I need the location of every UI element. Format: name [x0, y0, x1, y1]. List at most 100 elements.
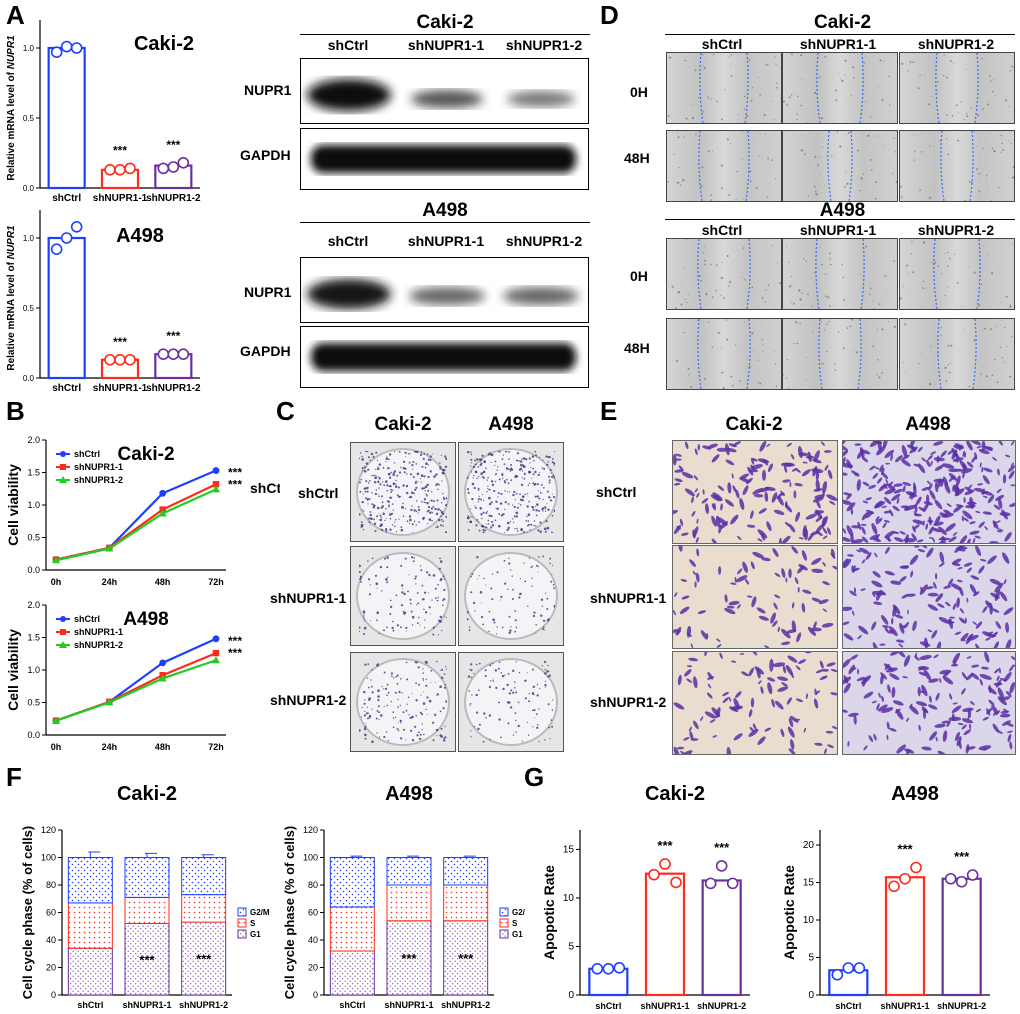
panel-f-stacked-charts: 0 20 40 60 80 100 120 shCtrl shNUPR1-1 *** shNUPR1…: [20, 783, 525, 1010]
wound-image: [899, 130, 1015, 202]
blot-row-gapdh-caki2: GAPDH: [240, 147, 291, 163]
x-tick-label: 72h: [208, 742, 224, 752]
data-point: [177, 157, 190, 169]
data-point: [842, 962, 855, 974]
bar-shNUPR1-1: [644, 872, 686, 997]
y-axis-label: Cell cycle phase (% of cells): [20, 826, 35, 999]
data-point: [602, 962, 615, 975]
y-tick-label: 10: [803, 915, 815, 926]
legend-swatch-G1: [499, 929, 509, 939]
wound-col-sh2-caki2: shNUPR1-2: [917, 36, 995, 52]
wound-row-48h-a498: 48H: [624, 340, 650, 356]
legend-swatch-G1: [237, 929, 247, 939]
colony-plate-image: [350, 546, 456, 646]
wound-col-shctrl-caki2: shCtrl: [701, 36, 743, 52]
colony-plate-image: [350, 652, 456, 752]
legend-label: shNUPR1-2: [74, 640, 123, 650]
stack-segment-S: [443, 884, 489, 922]
category-label: shCtrl: [595, 1001, 621, 1011]
x-tick-label: 0h: [51, 742, 62, 752]
chart-f-caki2: 0 20 40 60 80 100 120 shCtrl shNUPR1-1 *** shNUPR1…: [20, 783, 270, 1010]
wound-image: [666, 318, 782, 390]
significance-label: ***: [954, 849, 970, 864]
data-point: [955, 875, 968, 888]
chart-title: A498: [385, 783, 433, 805]
y-tick-label: 20: [46, 963, 56, 973]
legend-label: shNUPR1-2: [74, 475, 123, 485]
category-label: shNUPR1-2: [146, 193, 201, 204]
y-tick-label: 0: [313, 990, 318, 1000]
x-tick-label: 48h: [155, 742, 171, 752]
transwell-image: [842, 545, 1016, 649]
wound-image: [782, 318, 898, 390]
chart-title: Caki-2: [134, 33, 194, 55]
stack-segment-G2/M: [386, 857, 432, 886]
legend-marker: [59, 476, 67, 483]
y-tick-label: 1.5: [27, 468, 40, 478]
data-point: [670, 876, 682, 889]
y-tick-label: 0.5: [27, 533, 40, 543]
y-tick-label: 0.0: [27, 730, 40, 740]
stack-segment-S: [386, 884, 432, 922]
x-tick-label: 0h: [51, 577, 62, 587]
data-point: [212, 656, 220, 664]
data-point: [212, 485, 220, 493]
stack-segment-G1: [67, 947, 113, 996]
colony-plate-image: [458, 546, 564, 646]
blot-col-shctrl-a498: shCtrl: [327, 233, 369, 249]
transwell-row-sh1: shNUPR1-1: [590, 590, 667, 606]
blot-col-sh1-caki2: shNUPR1-1: [407, 37, 485, 53]
chart-title: Caki-2: [117, 783, 177, 805]
colony-title-a498: A498: [488, 414, 534, 435]
blot-col-sh2-a498: shNUPR1-2: [505, 233, 583, 249]
data-point: [177, 348, 190, 360]
data-point: [212, 467, 220, 474]
transwell-title-caki2: Caki-2: [725, 414, 783, 435]
wound-divider-a498: [665, 219, 1015, 220]
legend-label: G1: [512, 930, 523, 939]
y-tick-label: 2.0: [27, 435, 40, 445]
blot-col-sh2-caki2: shNUPR1-2: [505, 37, 583, 53]
blot-gapdh-caki2: [300, 128, 589, 190]
legend-marker: [60, 451, 66, 457]
data-point: [899, 872, 911, 885]
wound-col-shctrl-a498: shCtrl: [701, 222, 743, 238]
y-axis-label: Cell viability: [5, 629, 21, 711]
category-label: shCtrl: [52, 383, 81, 394]
data-point: [60, 232, 73, 244]
data-point: [167, 348, 180, 360]
data-point: [158, 674, 167, 682]
significance-label: ***: [657, 838, 673, 853]
data-point: [114, 164, 126, 176]
y-tick-label: 120: [303, 825, 318, 835]
x-tick-label: 72h: [208, 577, 224, 587]
category-label: shCtrl: [339, 1000, 365, 1010]
blot-nupr1-a498: [300, 257, 589, 323]
data-point: [50, 46, 63, 59]
data-point: [105, 698, 114, 706]
data-point: [212, 649, 220, 657]
category-label: shNUPR1-1: [880, 1001, 929, 1011]
y-tick-label: 20: [803, 840, 815, 851]
y-tick-label: 0.5: [23, 304, 35, 313]
x-tick-label: 24h: [102, 742, 118, 752]
significance-label: ***: [166, 329, 180, 343]
y-tick-label: 15: [803, 878, 815, 889]
data-point: [124, 354, 136, 366]
data-point: [704, 877, 717, 890]
legend-label: G2/M: [512, 908, 525, 917]
significance-label: ***: [166, 138, 180, 152]
blot-row-gapdh-a498: GAPDH: [240, 343, 291, 359]
y-tick-label: 100: [41, 853, 56, 863]
colony-row-shctrl: shCtrl: [298, 485, 339, 501]
data-point: [104, 354, 116, 366]
wound-col-sh2-a498: shNUPR1-2: [917, 222, 995, 238]
data-point: [910, 861, 922, 874]
y-axis-label: Cell cycle phase (% of cells): [282, 826, 297, 999]
data-point: [52, 716, 60, 724]
significance-label: ***: [196, 952, 212, 967]
chart-b-a498: 0.0 0.5 1.0 1.5 2.0 0h 24h 48h 72h shCtrl shNUPR1-…: [5, 600, 242, 752]
y-axis-label: Cell viability: [5, 464, 21, 546]
panel-letter-g: G: [524, 762, 545, 792]
transwell-title-a498: A498: [905, 414, 951, 435]
